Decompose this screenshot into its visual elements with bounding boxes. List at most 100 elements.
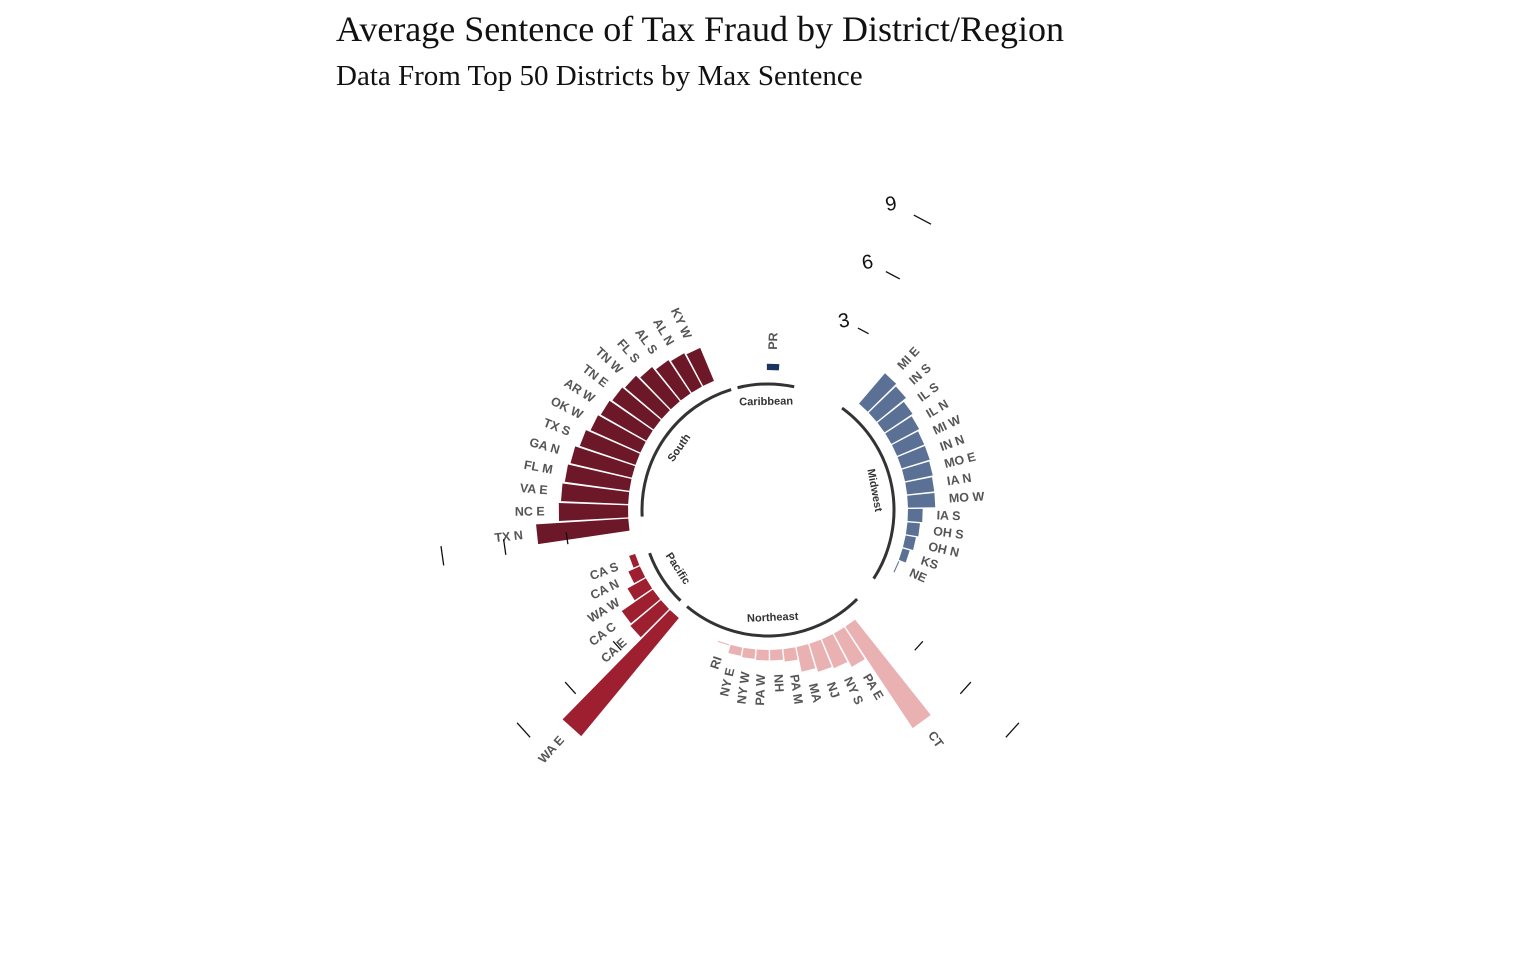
bar-label-pa-w: PA W (753, 674, 768, 706)
region-arc-northeast (686, 598, 859, 638)
bar-label-oh-s: OH S (932, 524, 964, 542)
bar-label-ga-n: GA N (528, 435, 561, 457)
bar-label-ia-n: IA N (946, 471, 972, 489)
bar-ok-w (590, 415, 646, 453)
bar-oh-s (905, 522, 921, 537)
region-arcs (640, 382, 896, 638)
bar-mo-w (907, 492, 936, 508)
bars (536, 347, 936, 737)
bar-label-ny-e: NY E (717, 666, 737, 697)
bar-in-s (868, 386, 906, 422)
bar-label-ct: CT (925, 729, 946, 751)
bar-mi-w (892, 431, 925, 456)
bar-label-nc-e: NC E (515, 504, 545, 518)
bar-label-mo-e: MO E (943, 450, 977, 471)
bar-nc-e (558, 503, 629, 521)
region-arc-caribbean (737, 382, 795, 390)
bar-label-pa-m: PA M (787, 673, 805, 705)
bar-ny-e (728, 644, 743, 656)
tick-label-6: 6 (860, 251, 875, 275)
bar-label-ne: NE (907, 566, 929, 586)
bar-nh (770, 649, 784, 661)
bar-label-tx-n: TX N (494, 528, 524, 545)
bar-mo-e (902, 461, 933, 482)
bar-ca-c (621, 589, 661, 624)
bar-tn-w (625, 375, 670, 419)
bar-ma (796, 644, 816, 672)
region-label-caribbean: Caribbean (739, 395, 793, 408)
chart-title: Average Sentence of Tax Fraud by Distric… (336, 9, 1064, 49)
radial-ticks: 3 6 9 (440, 192, 1020, 738)
bar-ne (893, 561, 900, 573)
bar-label-wa-w: WA W (585, 595, 622, 625)
tick-mark-9 (1005, 722, 1020, 738)
bar-label-ri: RI (708, 655, 725, 671)
bar-label-ks: KS (919, 554, 940, 573)
bar-in-n (897, 445, 930, 469)
bar-ky-w (686, 347, 714, 386)
bar-ca-n (628, 566, 646, 584)
bar-wa-w (627, 578, 653, 601)
chart-subtitle: Data From Top 50 Districts by Max Senten… (336, 60, 863, 92)
bar-mi-e (859, 373, 897, 412)
tick-mark-6 (885, 270, 901, 280)
tick-mark-3 (565, 532, 569, 545)
bar-ga-n (570, 446, 636, 478)
bar-fl-m (564, 464, 632, 491)
bar-ri (717, 640, 730, 646)
tick-label-9: 9 (884, 192, 899, 216)
bar-ca-e (630, 600, 670, 638)
bar-label-nj: NJ (824, 680, 843, 700)
bar-ia-n (905, 477, 935, 495)
bar-label-va-e: VA E (519, 481, 548, 497)
tick-mark-6 (564, 681, 577, 695)
bar-nj (809, 639, 832, 672)
bar-label-tx-s: TX S (541, 416, 572, 439)
bar-label-oh-n: OH N (927, 539, 961, 560)
bar-label-mo-w: MO W (949, 489, 985, 505)
region-arc-pacific (648, 552, 682, 602)
region-arc-midwest (841, 406, 896, 580)
bar-label-ia-s: IA S (936, 508, 960, 523)
bar-tx-n (536, 518, 630, 545)
bar-label-wa-e: WA E (536, 733, 567, 766)
bar-ca-s (629, 553, 640, 568)
bar-ny-w (741, 647, 756, 659)
bar-al-n (671, 353, 702, 393)
region-arc-south (640, 388, 732, 517)
tick-mark-3 (857, 327, 869, 335)
region-label-midwest: Midwest (864, 468, 884, 513)
tick-label-3: 3 (837, 309, 852, 333)
bar-pa-w (755, 649, 769, 661)
bar-ia-s (907, 508, 923, 523)
tick-mark-3 (612, 640, 622, 651)
bar-ct (845, 619, 931, 729)
tick-mark-9 (440, 546, 445, 566)
tick-mark-6 (502, 539, 507, 555)
tick-mark-9 (913, 214, 932, 225)
bar-label-pr: PR (766, 332, 781, 350)
region-label-northeast: Northeast (747, 611, 799, 625)
bar-pa-m (783, 647, 798, 662)
bar-pa-e (833, 627, 865, 667)
tick-mark-3 (914, 640, 924, 651)
region-label-south: South (666, 432, 694, 465)
bar-oh-n (902, 535, 916, 550)
bar-ny-s (821, 634, 848, 669)
bar-tn-e (612, 387, 661, 430)
bar-label-fl-m: FL M (523, 458, 554, 477)
region-labels: Caribbean Midwest Northeast Pacific South (663, 395, 884, 624)
tick-mark-9 (516, 722, 531, 738)
bar-label-in-n: IN N (938, 432, 966, 454)
bar-va-e (560, 483, 630, 505)
tick-mark-6 (959, 681, 972, 695)
bar-il-n (885, 416, 920, 444)
bar-fl-s (640, 367, 680, 410)
bar-il-s (877, 401, 913, 433)
bar-label-ny-w: NY W (734, 671, 752, 705)
bar-label-nh: NH (771, 674, 786, 693)
region-label-pacific: Pacific (663, 551, 692, 587)
bar-tx-s (579, 430, 640, 465)
bar-ar-w (600, 400, 653, 441)
